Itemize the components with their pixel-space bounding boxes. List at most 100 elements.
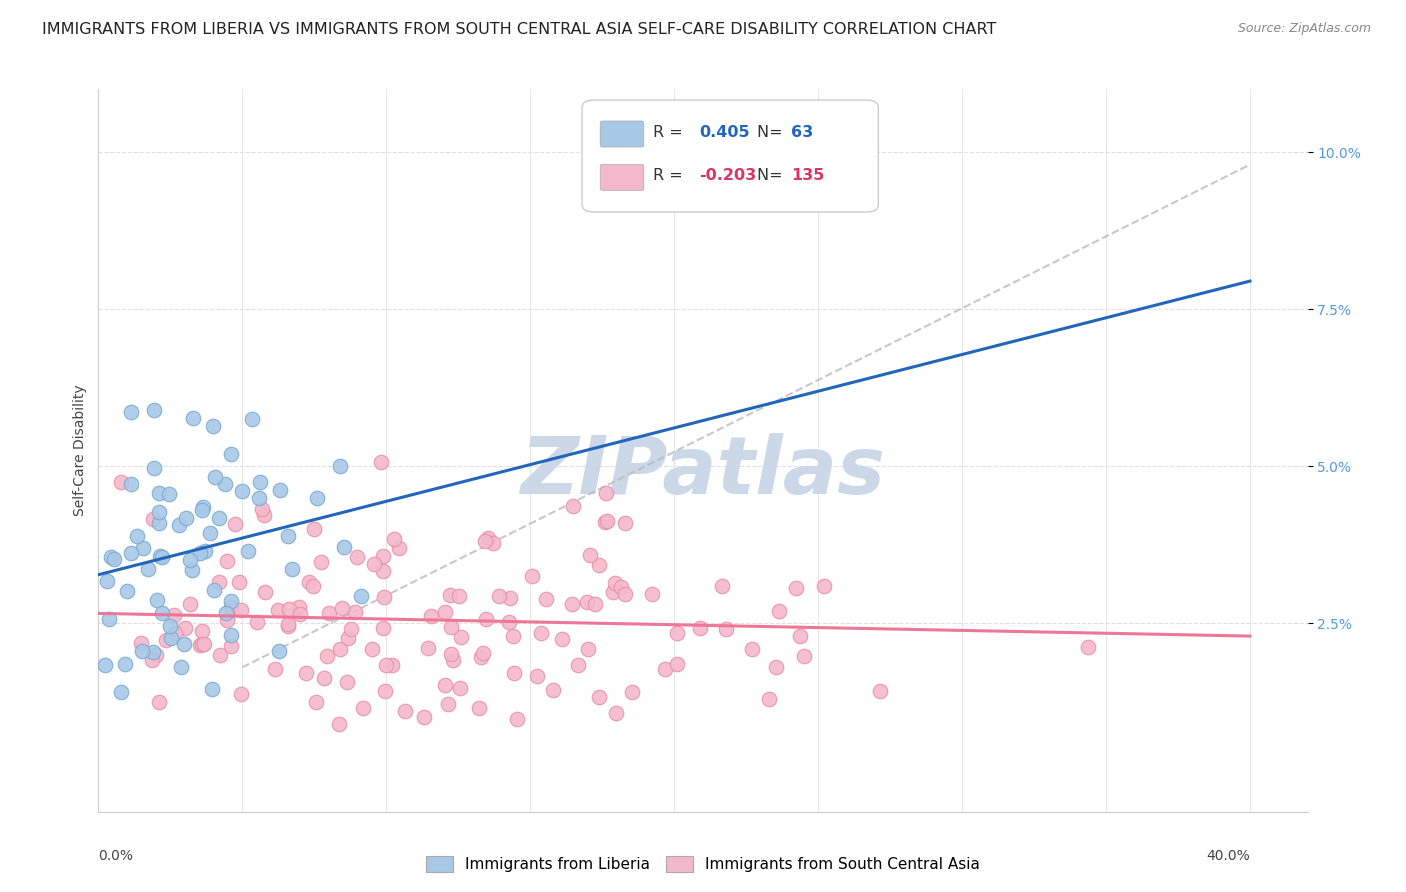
Point (450, 630, 472, 644)
Point (277, 619, 299, 633)
Point (143, 460, 166, 475)
Point (145, 648, 167, 663)
Point (103, 551, 125, 566)
Point (329, 641, 352, 656)
Point (173, 637, 195, 651)
Point (333, 540, 356, 554)
Point (269, 483, 291, 498)
Point (162, 608, 184, 623)
Point (136, 562, 159, 576)
Point (288, 600, 311, 615)
Point (768, 603, 790, 617)
Point (596, 515, 619, 529)
Point (419, 608, 441, 623)
Point (714, 622, 737, 636)
Point (666, 625, 689, 640)
Point (146, 592, 169, 607)
Point (224, 516, 246, 531)
Point (141, 653, 163, 667)
Point (318, 607, 340, 621)
Point (567, 657, 589, 672)
Point (520, 568, 543, 582)
Point (198, 526, 221, 541)
Text: 135: 135 (792, 169, 825, 184)
Point (337, 631, 360, 645)
Point (191, 500, 214, 515)
Point (467, 701, 489, 715)
Point (180, 563, 202, 577)
Point (131, 644, 153, 658)
Point (352, 701, 374, 715)
Point (614, 587, 637, 601)
Point (488, 589, 510, 603)
Point (440, 648, 463, 662)
Point (526, 669, 548, 683)
Point (120, 546, 142, 560)
Point (536, 592, 558, 607)
Point (371, 564, 394, 578)
Point (793, 649, 815, 664)
Point (689, 621, 711, 635)
Point (208, 510, 231, 524)
Point (143, 402, 166, 417)
Point (315, 648, 337, 663)
Point (583, 597, 606, 611)
Point (440, 620, 463, 634)
Point (575, 595, 598, 609)
Point (311, 554, 333, 568)
Point (152, 550, 174, 565)
Point (231, 688, 253, 702)
Point (246, 615, 269, 629)
Point (593, 515, 616, 529)
Point (278, 602, 301, 616)
FancyBboxPatch shape (600, 164, 644, 190)
Point (346, 550, 368, 565)
Point (418, 640, 440, 655)
Point (433, 678, 456, 692)
Point (179, 553, 201, 567)
Point (191, 637, 214, 651)
Point (641, 587, 664, 601)
Point (148, 505, 170, 519)
Point (328, 717, 350, 731)
Point (502, 629, 524, 643)
Point (228, 574, 250, 589)
Point (204, 470, 226, 484)
Text: 63: 63 (792, 125, 814, 140)
Legend: Immigrants from Liberia, Immigrants from South Central Asia: Immigrants from Liberia, Immigrants from… (418, 848, 988, 880)
Point (110, 685, 132, 699)
Point (710, 579, 733, 593)
Point (208, 575, 231, 590)
Point (214, 477, 236, 491)
Point (579, 548, 602, 562)
Point (280, 562, 302, 576)
Point (115, 584, 138, 599)
Point (277, 528, 299, 542)
Point (472, 646, 495, 660)
Point (550, 632, 572, 646)
Point (215, 613, 238, 627)
Point (595, 486, 617, 500)
Point (94, 657, 117, 672)
Point (110, 475, 132, 490)
Text: R =: R = (654, 125, 689, 140)
Point (217, 554, 239, 568)
Point (194, 543, 217, 558)
Point (503, 665, 526, 680)
Point (190, 638, 212, 652)
Point (475, 612, 498, 626)
Point (142, 645, 165, 659)
Point (149, 549, 172, 563)
Text: IMMIGRANTS FROM LIBERIA VS IMMIGRANTS FROM SOUTH CENTRAL ASIA SELF-CARE DISABILI: IMMIGRANTS FROM LIBERIA VS IMMIGRANTS FR… (42, 22, 997, 37)
FancyBboxPatch shape (582, 100, 879, 212)
Point (181, 411, 204, 425)
Point (167, 517, 190, 532)
Point (191, 502, 214, 516)
Text: 40.0%: 40.0% (1206, 849, 1250, 863)
Point (436, 697, 458, 711)
Point (201, 419, 224, 434)
Point (394, 704, 416, 718)
Point (439, 588, 461, 602)
Point (498, 615, 520, 630)
Point (219, 600, 242, 615)
